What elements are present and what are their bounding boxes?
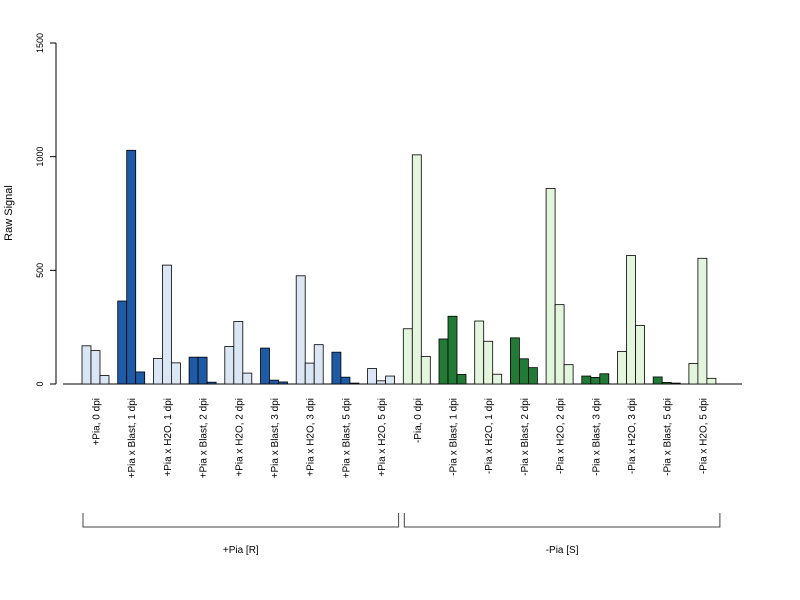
x-tick-label: -Pia x H2O, 5 dpi xyxy=(698,398,709,474)
group-bracket xyxy=(82,513,400,528)
bar xyxy=(99,375,110,385)
y-tick-label: 0 xyxy=(35,381,45,386)
bar xyxy=(224,346,235,385)
bar xyxy=(617,351,627,385)
x-tick-label: -Pia x Blast, 1 dpi xyxy=(449,398,460,476)
x-tick-label: +Pia x Blast, 1 dpi xyxy=(127,398,138,478)
group-bracket xyxy=(403,513,721,528)
x-tick-label: -Pia x Blast, 5 dpi xyxy=(663,398,674,476)
bar xyxy=(447,315,458,385)
bar xyxy=(626,255,636,385)
x-axis: +Pia, 0 dpi +Pia x Blast, 1 dpi +Pia x H2O… xyxy=(92,398,710,478)
bar xyxy=(161,264,172,385)
group-label: -Pia [S] xyxy=(546,545,579,556)
bar xyxy=(581,375,592,385)
bar xyxy=(411,154,422,385)
bar xyxy=(304,362,315,385)
bar xyxy=(509,337,520,385)
bar xyxy=(81,345,92,385)
x-tick-label: +Pia x H2O, 5 dpi xyxy=(377,398,388,477)
bar xyxy=(563,364,574,385)
bar xyxy=(126,149,137,385)
x-tick-label: +Pia x H2O, 2 dpi xyxy=(234,398,245,477)
bar xyxy=(295,275,306,385)
x-tick-label: +Pia x H2O, 3 dpi xyxy=(306,398,317,477)
x-tick-label: +Pia x Blast, 2 dpi xyxy=(199,398,210,478)
bar xyxy=(233,321,244,385)
bar xyxy=(528,367,538,385)
x-tick-label: -Pia x Blast, 3 dpi xyxy=(591,398,602,476)
bar xyxy=(483,340,494,385)
x-tick-label: -Pia, 0 dpi xyxy=(413,398,424,443)
y-tick-label: 1000 xyxy=(35,147,45,167)
bar xyxy=(554,304,565,385)
bar xyxy=(340,376,351,385)
bar xyxy=(670,382,681,385)
bar xyxy=(519,358,529,385)
bar xyxy=(420,356,431,385)
x-tick-label: -Pia x H2O, 3 dpi xyxy=(627,398,638,474)
x-tick-label: +Pia x H2O, 1 dpi xyxy=(163,398,174,477)
bar xyxy=(278,381,288,385)
bar xyxy=(376,380,387,385)
bar xyxy=(331,351,342,385)
x-tick-label: -Pia x H2O, 2 dpi xyxy=(556,398,567,474)
x-tick-label: +Pia x Blast, 5 dpi xyxy=(341,398,352,478)
bar xyxy=(402,328,413,385)
bar xyxy=(206,381,217,385)
y-axis-label: Raw Signal xyxy=(3,185,15,241)
bar xyxy=(349,382,360,385)
bar xyxy=(635,325,645,385)
bar xyxy=(456,374,467,385)
bar xyxy=(438,338,449,385)
bar xyxy=(385,375,396,385)
bar xyxy=(242,372,253,385)
bar xyxy=(260,347,270,385)
bar xyxy=(117,300,128,385)
bar xyxy=(545,188,556,385)
x-tick-label: +Pia, 0 dpi xyxy=(92,398,103,446)
y-tick-label: 1500 xyxy=(35,33,45,53)
bar xyxy=(313,344,324,385)
group-label: +Pia [R] xyxy=(223,545,259,556)
x-tick-label: -Pia x Blast, 2 dpi xyxy=(520,398,531,476)
bar xyxy=(170,362,181,385)
bar xyxy=(269,379,279,385)
bar xyxy=(688,363,699,385)
bar xyxy=(188,356,199,385)
group-brackets: +Pia [R] -Pia [S] xyxy=(82,513,721,556)
bar xyxy=(152,358,163,385)
bar xyxy=(492,373,503,385)
bar xyxy=(197,356,208,385)
y-tick-label: 500 xyxy=(35,263,45,278)
x-tick-label: -Pia x H2O, 1 dpi xyxy=(484,398,495,474)
bar xyxy=(90,350,101,385)
bar xyxy=(367,368,378,385)
bar xyxy=(135,371,146,385)
bar xyxy=(590,377,601,385)
bar xyxy=(706,377,717,385)
bars xyxy=(81,149,717,385)
bar xyxy=(661,382,672,385)
bar xyxy=(474,320,485,385)
x-tick-label: +Pia x Blast, 3 dpi xyxy=(270,398,281,478)
bar xyxy=(599,373,610,385)
bar xyxy=(652,376,663,385)
bar xyxy=(697,257,708,385)
